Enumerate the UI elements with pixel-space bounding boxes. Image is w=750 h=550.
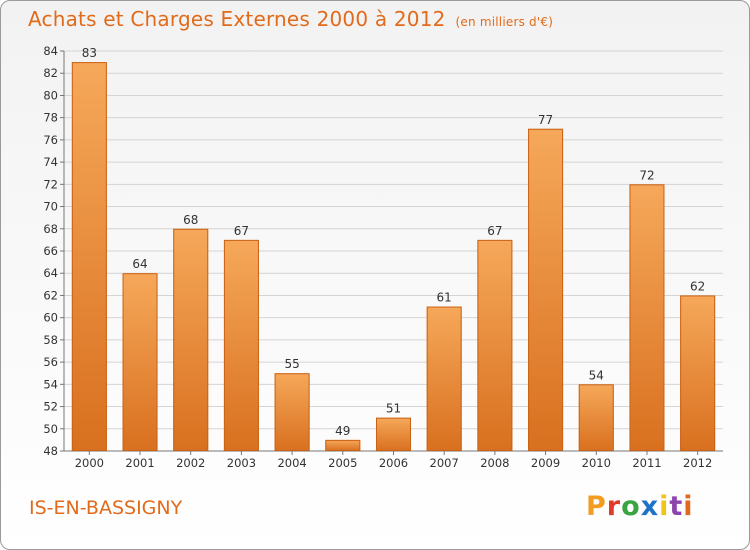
bar (629, 184, 665, 452)
y-tick-label: 64 (43, 266, 58, 280)
y-tick-label: 84 (43, 44, 58, 58)
x-tick-label: 2007 (430, 456, 459, 470)
city-name: IS-EN-BASSIGNY (29, 497, 183, 519)
y-tick-label: 72 (43, 177, 58, 191)
value-label: 83 (82, 46, 97, 60)
x-tick-label: 2006 (379, 456, 408, 470)
y-tick-label: 48 (43, 444, 58, 458)
y-tick-label: 78 (43, 111, 58, 125)
bar (71, 62, 107, 451)
logo-letter: i (659, 491, 670, 522)
bar-outline (680, 295, 716, 452)
value-label: 72 (639, 168, 654, 182)
value-label: 67 (234, 224, 249, 238)
value-label: 55 (284, 357, 299, 371)
x-tick-label: 2000 (75, 456, 104, 470)
value-label: 68 (183, 213, 198, 227)
grid-lines (64, 50, 723, 452)
value-label: 64 (132, 257, 147, 271)
bar-outline (223, 239, 259, 451)
x-tick-label: 2009 (531, 456, 560, 470)
x-tick-label: 2005 (328, 456, 357, 470)
bar-outline (629, 184, 665, 451)
bar (477, 239, 513, 451)
x-tick-label: 2002 (176, 456, 205, 470)
y-tick-label: 80 (43, 88, 58, 102)
bar-outline (477, 239, 513, 451)
bar (578, 384, 614, 451)
logo-letter: o (621, 491, 641, 522)
value-label: 49 (335, 424, 350, 438)
y-tick-label: 70 (43, 200, 58, 214)
bar-outline (376, 417, 411, 451)
value-label: 67 (487, 224, 502, 238)
bar-outline (578, 384, 614, 452)
x-tick-label: 2004 (277, 456, 306, 470)
y-tick-label: 56 (43, 355, 58, 369)
x-tick-label: 2010 (582, 456, 611, 470)
logo-letter: i (683, 491, 694, 522)
bar (223, 239, 259, 451)
y-tick-label: 60 (43, 311, 58, 325)
bar (325, 439, 361, 451)
bar-outline (71, 62, 107, 451)
axes (60, 50, 723, 455)
y-tick-label: 52 (43, 400, 58, 414)
value-label: 77 (538, 113, 553, 127)
value-label: 51 (386, 402, 401, 416)
logo-letter: r (606, 491, 622, 522)
y-tick-label: 76 (43, 133, 58, 147)
y-tick-label: 54 (43, 377, 58, 391)
proxiti-logo[interactable]: Proxiti (586, 491, 694, 522)
bar (173, 228, 209, 451)
y-tick-label: 68 (43, 222, 58, 236)
value-label: 54 (589, 368, 604, 382)
bar-outline (325, 439, 361, 451)
y-tick-label: 82 (43, 66, 58, 80)
bar-outline (122, 273, 158, 451)
bar-outline (426, 306, 462, 451)
value-label: 61 (437, 291, 452, 305)
title-unit: (en milliers d'€) (455, 15, 554, 29)
bar (376, 417, 411, 451)
bars (71, 62, 716, 452)
y-tick-label: 74 (43, 155, 58, 169)
y-tick-label: 50 (43, 422, 58, 436)
value-label: 62 (690, 279, 705, 293)
y-tick-label: 58 (43, 333, 58, 347)
bar (122, 273, 158, 451)
bar (680, 295, 716, 451)
x-tick-label: 2011 (632, 456, 661, 470)
logo-letter: x (640, 491, 660, 522)
x-tick-label: 2003 (227, 456, 256, 470)
chart-title: Achats et Charges Externes 2000 à 2012 (e… (28, 7, 553, 31)
bar-outline (173, 228, 209, 451)
x-tick-label: 2001 (125, 456, 154, 470)
title-text: Achats et Charges Externes 2000 à 2012 (28, 7, 446, 31)
logo-letter: t (669, 491, 684, 522)
bar (274, 373, 310, 451)
bar (426, 306, 462, 451)
bar-outline (274, 373, 310, 452)
bar (528, 128, 564, 451)
x-tick-label: 2012 (683, 456, 712, 470)
labels: 48 50 52 54 56 58 60 62 64 66 68 70 72 74 76 78 80 82 84 83… (43, 44, 712, 470)
y-tick-label: 66 (43, 244, 58, 258)
logo-letter: P (586, 491, 607, 522)
bar-outline (528, 128, 564, 451)
x-tick-label: 2008 (480, 456, 509, 470)
y-tick-label: 62 (43, 288, 58, 302)
